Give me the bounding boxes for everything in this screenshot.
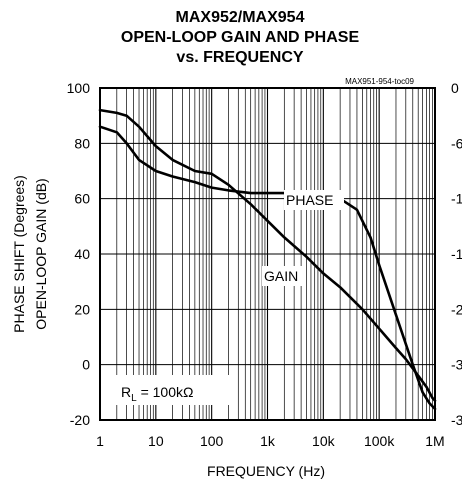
phase-label-background xyxy=(284,190,344,210)
y-tick-label: -20 xyxy=(70,412,90,428)
x-tick-label: 10 xyxy=(148,433,164,449)
y-tick-label: 60 xyxy=(74,191,90,207)
x-axis-label: FREQUENCY (Hz) xyxy=(207,463,325,479)
chart-title-line-1: MAX952/MAX954 xyxy=(175,9,305,26)
chart-title-line-3: vs. FREQUENCY xyxy=(176,49,304,66)
phase-tick-label: -60 xyxy=(451,135,462,151)
y-tick-label: 20 xyxy=(74,301,90,317)
gain-curve xyxy=(98,108,437,402)
y-tick-label: 40 xyxy=(74,246,90,262)
y-tick-label: 100 xyxy=(67,80,91,96)
series-label-gain: GAIN xyxy=(264,268,298,284)
phase-tick-label: -120 xyxy=(451,191,462,207)
tick-labels: 1 10 100 1k 10k 100k 1M -20 0 20 40 60 80 100 0 -60 -120… xyxy=(67,80,462,449)
phase-tick-label: -360 xyxy=(451,412,462,428)
y-axis-label-gain: OPEN-LOOP GAIN (dB) xyxy=(33,178,49,329)
phase-tick-label: -180 xyxy=(451,246,462,262)
load-resistance-annotation: RL = 100kΩ xyxy=(121,384,193,404)
x-tick-label: 10k xyxy=(312,433,336,449)
gain-label-background xyxy=(262,266,304,286)
chart-title-line-2: OPEN-LOOP GAIN AND PHASE xyxy=(120,29,360,46)
x-tick-label: 1 xyxy=(96,433,104,449)
x-tick-label: 1M xyxy=(425,433,444,449)
y-tick-label: 0 xyxy=(82,357,90,373)
x-tick-label: 100k xyxy=(364,433,395,449)
annotation-background xyxy=(112,375,230,405)
y-tick-label: 80 xyxy=(74,135,90,151)
phase-tick-label: -300 xyxy=(451,357,462,373)
phase-tick-label: -240 xyxy=(451,301,462,317)
plot-frame xyxy=(99,87,436,421)
y-axis-label-phase: PHASE SHIFT (Degrees) xyxy=(11,175,27,333)
series-label-phase: PHASE xyxy=(286,192,333,208)
figure-id-label: MAX951-954-toc09 xyxy=(345,77,414,86)
phase-tick-label: 0 xyxy=(451,80,459,96)
x-tick-label: 100 xyxy=(200,433,224,449)
x-tick-label: 1k xyxy=(260,433,276,449)
